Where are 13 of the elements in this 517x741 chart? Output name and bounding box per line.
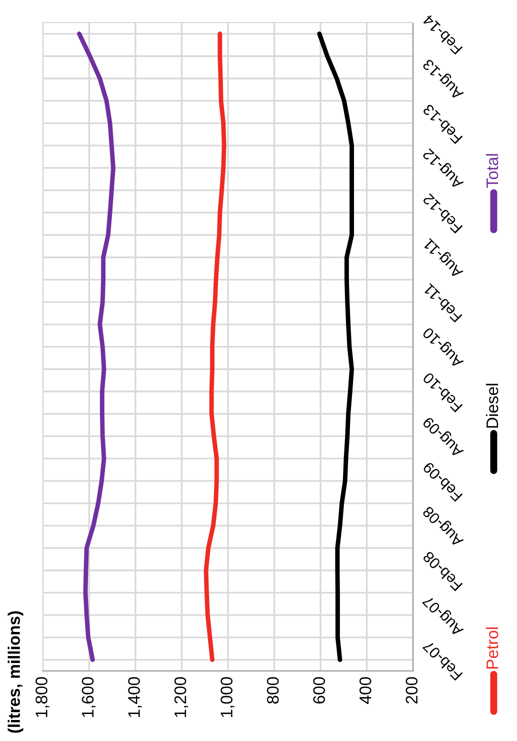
x-tick-label: 1,400 [128,677,142,717]
x-tick-label: 400 [359,677,372,704]
x-tick-label: 800 [266,677,279,704]
x-tick-label: 1,200 [174,677,188,717]
x-tick-label: 1,800 [36,677,50,717]
text: Diesel [486,384,498,428]
text: Total [486,154,498,188]
x-tick-label: 600 [313,677,326,704]
x-tick-label: 200 [406,677,418,704]
text: Petrol [486,627,498,668]
x-tick-label: 1,000 [220,677,234,717]
y-axis-title: (litres, millions) [8,611,24,733]
x-tick-label: 1,600 [82,677,96,717]
